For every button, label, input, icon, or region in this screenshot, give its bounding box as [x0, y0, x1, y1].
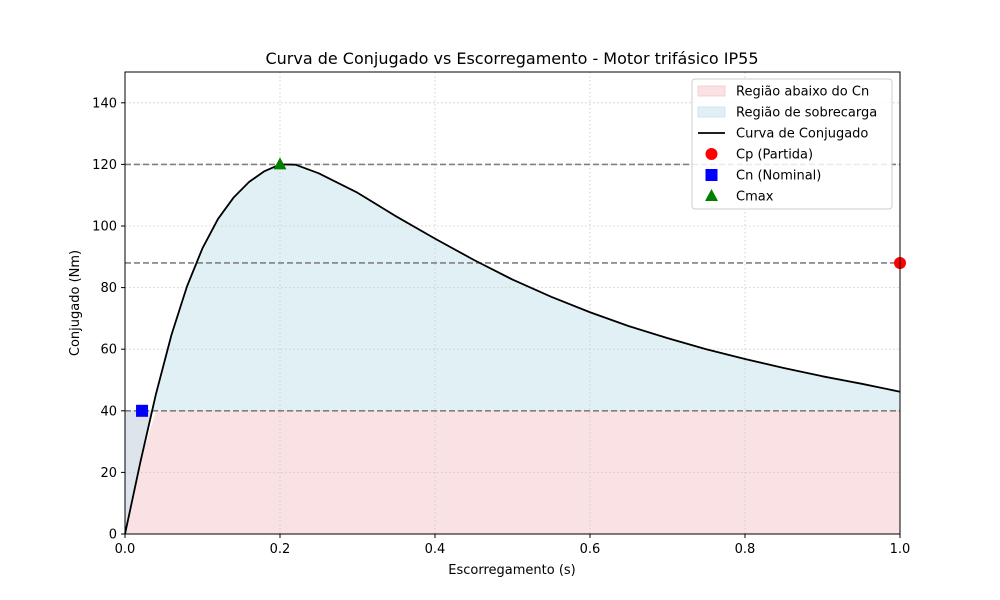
chart-title: Curva de Conjugado vs Escorregamento - M… [265, 49, 758, 68]
y-tick-label: 20 [100, 466, 117, 481]
legend-marker-square [705, 169, 718, 181]
x-tick-label: 0.4 [425, 542, 446, 557]
marker-square [136, 404, 149, 417]
y-tick-label: 60 [100, 343, 117, 358]
region-below-cn [125, 410, 900, 534]
y-tick-label: 120 [92, 158, 117, 173]
legend: Região abaixo do Cn Região de sobrecarga C… [691, 78, 893, 210]
y-axis-title: Conjugado (Nm) [68, 250, 83, 356]
legend-swatch [697, 106, 726, 118]
legend-label: Cmax [736, 190, 774, 205]
y-tick-label: 80 [100, 281, 117, 296]
torque-curve [124, 163, 901, 535]
x-axis-title: Escorregamento (s) [448, 563, 575, 578]
x-tick-label: 0.8 [735, 542, 756, 557]
plot-frame [124, 71, 901, 535]
legend-label: Região de sobrecarga [736, 106, 877, 121]
legend-label: Curva de Conjugado [736, 127, 868, 142]
legend-label: Cn (Nominal) [736, 169, 821, 184]
x-tick-label: 0.6 [580, 542, 601, 557]
y-tick-label: 0 [109, 528, 117, 543]
x-tick-label: 0.2 [270, 542, 291, 557]
marker-triangle [273, 157, 287, 170]
legend-label: Cp (Partida) [736, 148, 813, 163]
legend-swatch [697, 85, 726, 97]
y-tick-label: 100 [92, 220, 117, 235]
x-tick-label: 0.0 [115, 542, 136, 557]
legend-marker-triangle [705, 189, 718, 201]
y-tick-label: 140 [92, 96, 117, 111]
legend-box [691, 78, 893, 210]
x-tick-label: 1.0 [890, 542, 911, 557]
legend-label: Região abaixo do Cn [736, 85, 869, 100]
y-tick-label: 40 [100, 404, 117, 419]
plot-area: 0.0 0.2 0.4 0.6 0.8 1.0 0 20 40 60 80 100 120 140 [92, 71, 911, 557]
legend-marker-circle [705, 148, 718, 160]
